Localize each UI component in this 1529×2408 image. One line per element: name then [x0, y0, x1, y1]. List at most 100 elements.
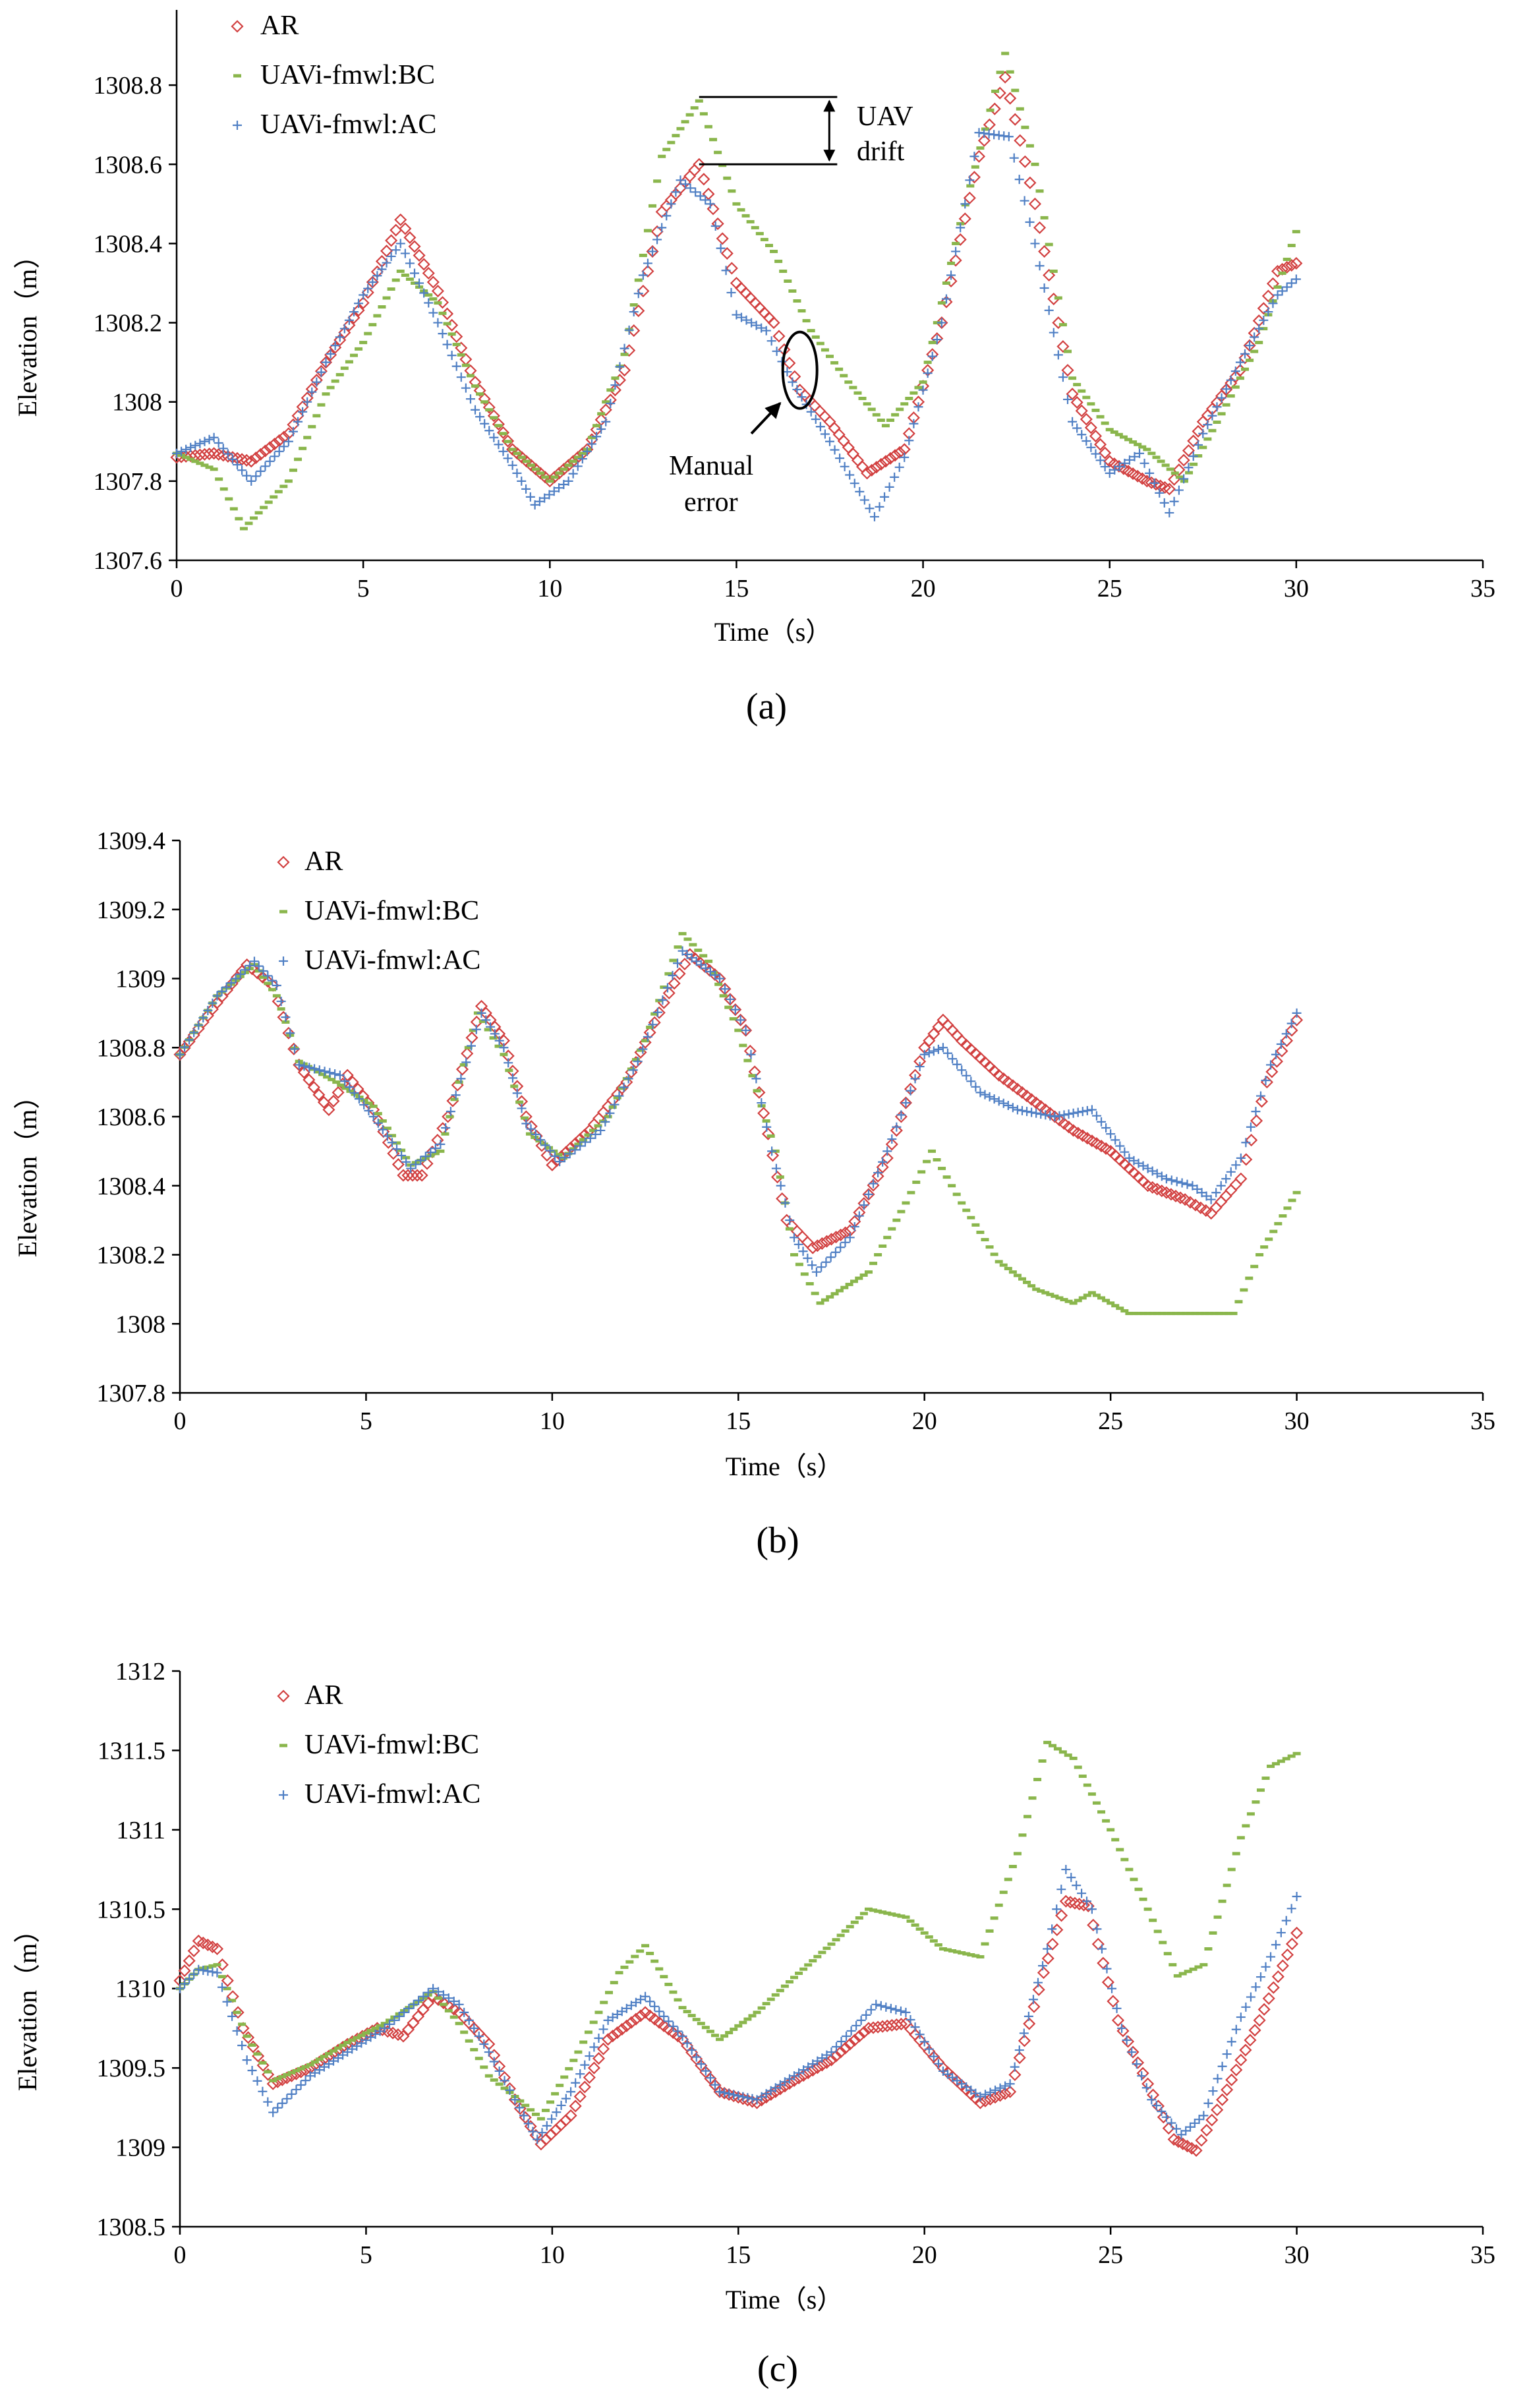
data-point-bc [925, 1935, 933, 1939]
series-ar [170, 71, 1303, 496]
data-point-ac [1194, 440, 1203, 450]
data-point-bc [774, 259, 783, 263]
data-point-bc [797, 309, 806, 313]
data-point-bc [636, 1949, 645, 1953]
data-point-bc [653, 179, 662, 183]
data-point-ac [247, 2066, 257, 2075]
data-point-ar [1101, 1976, 1114, 1989]
data-point-ar [1209, 1201, 1223, 1214]
data-point-bc [517, 455, 526, 459]
data-point-ar [319, 356, 333, 369]
data-point-ac [208, 1967, 217, 1977]
data-point-ar [303, 1073, 316, 1086]
data-point-ar [1075, 404, 1088, 417]
y-tick-label: 1308.2 [94, 310, 163, 338]
data-point-bc [1205, 1312, 1214, 1316]
data-point-ar [327, 1094, 340, 1107]
data-point-ar [632, 304, 645, 318]
data-point-bc [1208, 428, 1217, 432]
data-point-ac [560, 1153, 569, 1163]
data-point-ar [297, 1066, 310, 1079]
data-point-ar [1219, 1189, 1232, 1203]
data-point-bc [785, 1227, 793, 1231]
data-point-ac [770, 2083, 780, 2093]
data-point-ac [941, 294, 951, 304]
data-point-bc [892, 1913, 901, 1917]
data-point-bc [1159, 1941, 1167, 1945]
y-tick-label: 1309.2 [97, 896, 166, 924]
data-point-ac [312, 377, 322, 387]
data-point-ac [923, 368, 933, 378]
data-point-ac [766, 2086, 776, 2096]
data-point-ar [755, 2094, 768, 2107]
data-point-ac [1149, 478, 1159, 488]
data-point-bc [1260, 1245, 1269, 1249]
data-point-ac [910, 2022, 920, 2032]
data-point-ar [1073, 1898, 1086, 1911]
data-point-ar [977, 134, 991, 147]
data-point-bc [318, 1072, 327, 1076]
data-point-bc [1217, 412, 1226, 416]
data-point-ac [882, 1146, 892, 1156]
data-point-ac [1182, 1179, 1192, 1189]
data-point-ac [1097, 1117, 1107, 1127]
y-tick-label: 1309 [115, 2134, 165, 2162]
data-point-bc [260, 506, 268, 510]
data-point-bc [835, 1289, 844, 1293]
data-point-ar [867, 2021, 880, 2034]
data-point-ac [792, 384, 802, 394]
data-point-ac [1095, 455, 1105, 465]
data-point-bc [779, 269, 788, 273]
data-point-bc [1236, 376, 1244, 380]
data-point-ac [528, 2127, 538, 2136]
data-point-ac [335, 332, 345, 342]
data-point-ar [1141, 2077, 1155, 2090]
data-point-ar [625, 2016, 638, 2029]
data-point-ac [962, 1071, 971, 1080]
chart-panel-b: Elevation（m） Time（s） (b) AR UAVi-fmwl:BC… [13, 827, 1495, 1561]
data-point-ac [282, 2094, 292, 2103]
data-point-ac [304, 1063, 314, 1072]
data-point-ar [1029, 1096, 1043, 1109]
data-point-ac [1192, 1184, 1202, 1194]
data-point-ac [1245, 341, 1255, 351]
data-point-ac [1176, 2130, 1186, 2140]
data-point-ar [1087, 1918, 1100, 1931]
data-point-ar [880, 1152, 894, 1165]
data-point-bc [1245, 1276, 1254, 1280]
data-point-bc [753, 2011, 761, 2014]
legend-label-bc: UAVi-fmwl:BC [304, 896, 479, 926]
data-point-bc [853, 391, 862, 395]
data-point-ar [552, 467, 565, 480]
data-point-ac [901, 1098, 911, 1108]
data-point-ac [1043, 1944, 1053, 1954]
data-point-bc [527, 463, 535, 467]
data-point-ac [1167, 2118, 1176, 2128]
data-point-bc [646, 1025, 654, 1029]
data-point-bc [1064, 1753, 1072, 1757]
data-point-ac [420, 1152, 430, 1161]
data-point-bc [401, 273, 409, 277]
data-point-bc [967, 1216, 975, 1219]
data-point-ac [1082, 1105, 1092, 1115]
data-point-bc [1073, 382, 1082, 386]
data-point-ac [359, 1100, 369, 1110]
data-point-ac [293, 417, 303, 426]
data-point-bc [811, 335, 820, 339]
data-point-bc [981, 127, 989, 131]
data-point-ac [544, 490, 554, 500]
data-point-ac [394, 2011, 404, 2021]
data-point-ar [837, 434, 850, 448]
legend-label-ar: AR [304, 846, 343, 877]
data-point-ar [1253, 2014, 1266, 2027]
data-point-ar [352, 304, 365, 317]
data-point-bc [753, 1089, 761, 1093]
data-point-ac [891, 2005, 901, 2014]
data-point-ac [1068, 417, 1078, 426]
data-point-bc [471, 384, 480, 388]
data-point-ac [573, 461, 583, 471]
data-point-ac [1212, 402, 1222, 412]
data-point-bc [1167, 1312, 1176, 1316]
data-point-ar [1002, 1076, 1015, 1089]
data-point-bc [376, 2024, 384, 2028]
